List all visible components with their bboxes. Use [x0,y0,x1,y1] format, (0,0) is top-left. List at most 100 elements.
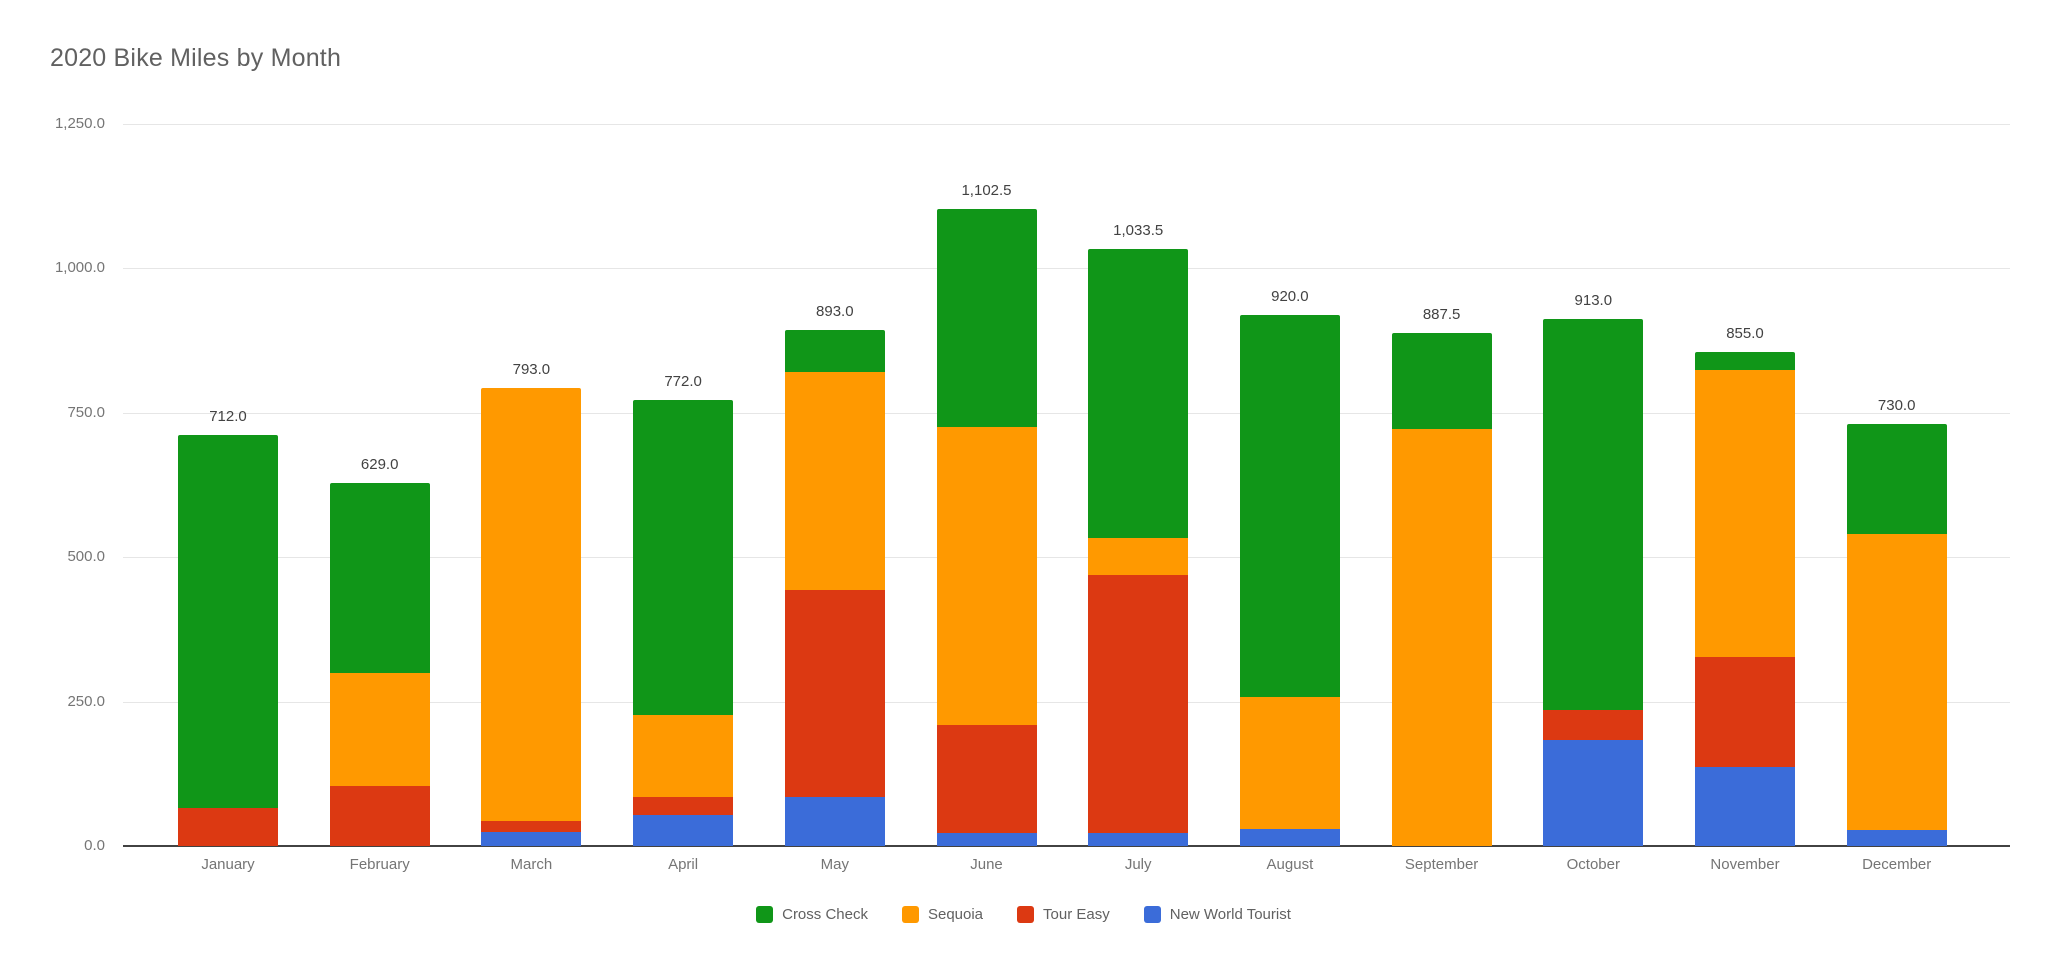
legend-swatch-icon [1017,906,1035,923]
legend-swatch-icon [756,906,774,923]
bar-stack[interactable] [1239,314,1340,846]
legend-swatch-icon [901,906,919,923]
bar-segment-cross-check[interactable] [1239,314,1340,697]
x-axis-label: August [1266,856,1314,873]
gridline [123,124,2010,125]
y-axis-tick-label: 500.0 [67,548,105,566]
bar-segment-tour-easy[interactable] [936,725,1037,834]
bar-segment-cross-check[interactable] [1543,318,1644,710]
x-axis-label: June [970,856,1003,873]
x-axis-label: September [1404,856,1479,873]
gridline [123,413,2010,414]
x-axis-label: February [349,856,410,873]
bar-stack[interactable] [481,387,582,846]
bar-segment-sequoia[interactable] [633,715,734,797]
bar-stack[interactable] [1391,333,1492,846]
bar-total-label: 772.0 [664,373,702,391]
bar-segment-cross-check[interactable] [329,482,430,673]
bar-segment-sequoia[interactable] [1088,537,1189,576]
x-axis-label: July [1124,856,1152,873]
x-axis-label: December [1862,856,1932,873]
chart-title: 2020 Bike Miles by Month [50,44,342,72]
legend-item[interactable]: New World Tourist [1143,906,1291,923]
bar-stack[interactable] [1846,424,1947,846]
bar-segment-cross-check[interactable] [1846,424,1947,534]
plot-area: 712.0 629.0 793.0 772.0 893.0 1,102.5 1,033.5 9… [123,124,2010,847]
bar-total-label: 730.0 [1877,397,1916,415]
bar-total-label: 855.0 [1726,325,1764,343]
bar-segment-sequoia[interactable] [936,427,1037,726]
bar-segment-tour-easy[interactable] [1695,657,1795,768]
bar-stack[interactable] [1695,352,1795,846]
y-axis-tick-label: 0.0 [84,837,105,854]
bar-segment-new-world-tourist[interactable] [633,815,734,846]
legend-label: Tour Easy [1043,906,1110,923]
y-axis-tick-label: 750.0 [67,403,105,421]
bar-segment-tour-easy[interactable] [633,796,734,816]
y-axis-tick-label: 250.0 [67,692,105,710]
bar-segment-new-world-tourist[interactable] [784,796,885,846]
bar-segment-sequoia[interactable] [481,387,582,821]
x-axis-label: April [668,856,699,873]
x-axis-label: November [1710,856,1780,873]
gridline [123,268,2010,269]
legend-item[interactable]: Cross Check [756,906,868,923]
legend-label: Sequoia [927,906,984,923]
bar-segment-sequoia[interactable] [1846,533,1947,830]
bar-stack[interactable] [633,400,734,846]
bar-segment-cross-check[interactable] [633,400,734,716]
legend-item[interactable]: Tour Easy [1017,906,1110,923]
bar-segment-tour-easy[interactable] [784,590,885,797]
x-axis-label: March [510,856,553,873]
bar-segment-sequoia[interactable] [1239,696,1340,830]
bar-segment-new-world-tourist[interactable] [1846,829,1947,846]
y-axis-tick-label: 1,250.0 [54,115,105,132]
bar-segment-cross-check[interactable] [178,434,278,809]
bar-segment-sequoia[interactable] [1695,369,1795,658]
bar-total-label: 712.0 [209,407,247,425]
bar-segment-new-world-tourist[interactable] [1695,767,1795,846]
bar-total-label: 629.0 [360,455,399,473]
x-axis-label: January [201,856,255,873]
bar-segment-cross-check[interactable] [1088,249,1189,538]
x-axis-label: May [820,856,849,873]
bar-stack[interactable] [1543,318,1644,846]
bar-stack[interactable] [784,330,885,846]
bar-segment-sequoia[interactable] [329,672,430,786]
bar-stack[interactable] [1088,249,1189,846]
bar-stack[interactable] [329,482,430,846]
bar-segment-new-world-tourist[interactable] [1088,833,1189,846]
bar-stack[interactable] [936,209,1037,846]
bar-total-label: 920.0 [1271,287,1309,305]
bar-segment-tour-easy[interactable] [178,808,278,846]
legend-label: New World Tourist [1169,906,1291,923]
bar-segment-tour-easy[interactable] [481,820,582,833]
bar-segment-cross-check[interactable] [1391,333,1492,429]
bar-total-label: 887.5 [1422,306,1461,324]
bar-segment-sequoia[interactable] [784,371,885,591]
bar-segment-cross-check[interactable] [936,209,1037,428]
legend-swatch-icon [1143,906,1161,923]
x-axis-baseline [123,845,2010,847]
bar-total-label: 1,033.5 [1113,222,1164,240]
bar-segment-tour-easy[interactable] [1088,575,1189,834]
bar-segment-cross-check[interactable] [1695,352,1795,370]
gridline [123,557,2010,558]
y-axis-tick-label: 1,000.0 [54,259,105,277]
bar-stack[interactable] [178,434,278,846]
bar-segment-tour-easy[interactable] [1543,709,1644,741]
bar-total-label: 793.0 [512,360,551,378]
bar-segment-tour-easy[interactable] [329,785,430,846]
bar-segment-new-world-tourist[interactable] [1543,740,1644,846]
bar-segment-cross-check[interactable] [784,330,885,372]
bar-segment-new-world-tourist[interactable] [1239,829,1340,846]
bar-total-label: 913.0 [1574,291,1613,309]
legend-item[interactable]: Sequoia [901,906,984,923]
x-axis-label: October [1566,856,1620,873]
bar-segment-new-world-tourist[interactable] [936,833,1037,846]
bar-segment-new-world-tourist[interactable] [481,832,582,846]
gridline [123,702,2010,703]
bar-segment-sequoia[interactable] [1391,428,1492,846]
legend: Cross Check Sequoia Tour Easy New World Tou… [0,906,2047,923]
